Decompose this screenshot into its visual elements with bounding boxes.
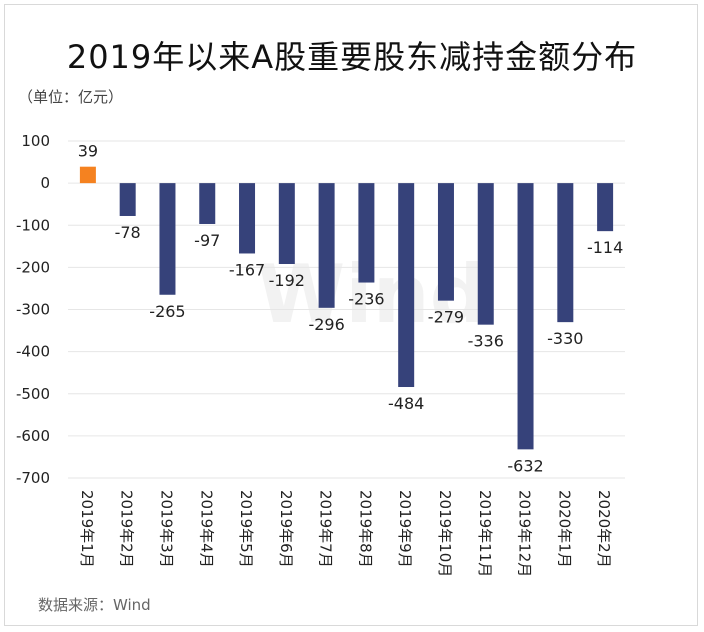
y-tick-label: -100 (16, 216, 50, 234)
data-label: -192 (269, 271, 305, 290)
unit-label: （单位：亿元） (18, 88, 124, 106)
x-tick-text: 2019年1月 (78, 490, 96, 568)
x-tick-text: 2019年3月 (157, 490, 175, 568)
bar (318, 183, 335, 308)
x-tick-label: 2019年2月 (118, 490, 136, 568)
data-label: -632 (507, 456, 543, 475)
y-axis: 100 0 -100 -200 -300 -400 -500 -600 -700 (16, 132, 50, 487)
data-labels: 39 -78 -265 -97 -167-192 -296-236 -484 -279-336… (78, 142, 624, 476)
x-tick-text: 2019年9月 (396, 490, 414, 568)
bar (437, 183, 454, 301)
data-label: -336 (468, 332, 504, 351)
y-tick-label: -200 (16, 258, 50, 276)
bar (278, 183, 295, 265)
x-tick-text: 2019年6月 (277, 490, 295, 568)
x-tick-label: 2019年9月 (396, 490, 414, 568)
bar (358, 183, 375, 283)
data-label: -279 (428, 308, 464, 327)
chart-title: 2019年以来A股重要股东减持金额分布 (66, 38, 638, 76)
bar (239, 183, 256, 254)
x-tick-label: 2020年1月 (555, 490, 573, 568)
bar (199, 183, 216, 224)
data-label: -484 (388, 394, 424, 413)
data-label: -78 (115, 223, 141, 242)
y-tick-label: -500 (16, 385, 50, 403)
chart-frame (4, 4, 698, 626)
x-tick-label: 2019年5月 (237, 490, 255, 568)
data-label: -236 (348, 290, 384, 309)
x-tick-label: 2019年6月 (277, 490, 295, 568)
x-tick-text: 2019年7月 (317, 490, 335, 568)
x-tick-label: 2019年11月 (476, 490, 494, 577)
data-label: -330 (547, 329, 583, 348)
x-tick-label: 2019年3月 (157, 490, 175, 568)
data-label: -167 (229, 260, 265, 279)
y-tick-label: 0 (40, 174, 50, 192)
bar (557, 183, 574, 323)
y-tick-label: -600 (16, 427, 50, 445)
data-label: -265 (149, 302, 185, 321)
x-tick-text: 2020年1月 (555, 490, 573, 568)
data-label: -97 (194, 231, 220, 250)
x-tick-label: 2019年4月 (197, 490, 215, 568)
x-tick-label: 2020年2月 (595, 490, 613, 568)
x-tick-text: 2019年2月 (118, 490, 136, 568)
bar (477, 183, 494, 325)
y-tick-label: -400 (16, 343, 50, 361)
x-tick-label: 2019年8月 (356, 490, 374, 568)
x-tick-label: 2019年1月 (78, 490, 96, 568)
x-tick-label: 2019年7月 (317, 490, 335, 568)
y-tick-label: -300 (16, 301, 50, 319)
data-label: -114 (587, 238, 623, 257)
bar (159, 183, 176, 295)
data-label: -296 (308, 315, 344, 334)
data-label: 39 (78, 142, 98, 161)
bars (79, 166, 614, 450)
y-tick-label: 100 (21, 132, 50, 150)
x-tick-text: 2019年10月 (436, 490, 454, 577)
x-tick-text: 2019年8月 (356, 490, 374, 568)
x-tick-text: 2019年12月 (516, 490, 534, 577)
bar (398, 183, 415, 388)
x-tick-label: 2019年12月 (516, 490, 534, 577)
x-axis: 2019年1月 2019年2月 2019年3月 2019年4月 2019年5月 2019年… (78, 490, 613, 577)
bar (517, 183, 534, 450)
x-tick-text: 2019年11月 (476, 490, 494, 577)
x-tick-text: 2019年5月 (237, 490, 255, 568)
y-tick-label: -700 (16, 469, 50, 487)
x-tick-text: 2020年2月 (595, 490, 613, 568)
bar (79, 166, 96, 184)
x-tick-text: 2019年4月 (197, 490, 215, 568)
bar (119, 183, 136, 216)
x-tick-label: 2019年10月 (436, 490, 454, 577)
bar (597, 183, 614, 232)
source-label: 数据来源：Wind (38, 596, 151, 614)
